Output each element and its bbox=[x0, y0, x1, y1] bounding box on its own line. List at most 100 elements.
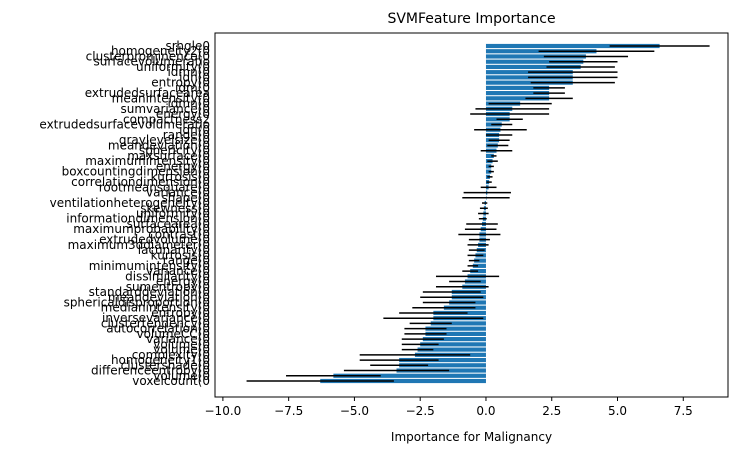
category-label: srhgle0 bbox=[165, 39, 210, 53]
x-tick-label: −7.5 bbox=[274, 404, 303, 418]
category-label: volume(0 bbox=[153, 369, 210, 383]
category-label: minimumintensity(0 bbox=[89, 259, 210, 273]
category-label: idn(0 bbox=[179, 123, 210, 137]
bar bbox=[417, 347, 486, 352]
category-label: correlationdimension(0 bbox=[71, 175, 210, 189]
category-label: energy(0 bbox=[156, 275, 210, 289]
category-label: variance(0 bbox=[146, 332, 210, 346]
category-label: entropy(0 bbox=[151, 306, 210, 320]
bar bbox=[472, 263, 486, 268]
category-label: dissimilarity(0 bbox=[125, 269, 210, 283]
category-label: standarddeviation(0 bbox=[89, 285, 210, 299]
bar bbox=[399, 357, 486, 363]
category-label: maximumprobability(0 bbox=[73, 222, 210, 236]
bar bbox=[425, 326, 486, 331]
bar bbox=[485, 153, 494, 159]
x-tick-label: 5.0 bbox=[608, 404, 627, 418]
bar bbox=[485, 80, 573, 85]
category-label: differenceentropy(0 bbox=[91, 364, 210, 378]
x-tick-label: −10.0 bbox=[205, 404, 242, 418]
category-label: clustertendency(0 bbox=[101, 316, 210, 330]
x-tick-label: 0.0 bbox=[476, 404, 495, 418]
category-label: meanintensity(0 bbox=[112, 91, 210, 105]
category-label: uniformity(0 bbox=[136, 207, 210, 221]
category-label: variance(0 bbox=[146, 264, 210, 278]
category-label: skewness(0 bbox=[140, 201, 210, 215]
category-label: idmn(0 bbox=[167, 65, 210, 79]
category-label: kurtosis(0 bbox=[151, 248, 210, 262]
category-label: maximumintensity(0 bbox=[85, 154, 210, 168]
category-label: boxcountingdimension(0 bbox=[62, 165, 210, 179]
category-label: sphericity(0 bbox=[139, 144, 210, 158]
category-label: sphericaldisproportion(0 bbox=[64, 295, 210, 309]
category-label: lacunarity(0 bbox=[138, 243, 210, 257]
bar bbox=[333, 373, 486, 378]
category-label: ventilationheterogeneity(0 bbox=[50, 196, 210, 210]
category-label: volumeCC(0 bbox=[136, 327, 210, 341]
bar bbox=[485, 64, 581, 70]
x-tick-label: −2.5 bbox=[406, 404, 435, 418]
category-label: informationdimension(0 bbox=[66, 212, 210, 226]
bar bbox=[485, 85, 550, 90]
category-label: extrudedvolume(0 bbox=[99, 233, 210, 247]
category-label: rootmeansquare(0 bbox=[99, 180, 210, 194]
bar bbox=[420, 342, 486, 347]
category-labels-group: srhgle0homogeneity2(0clusterprominence(0… bbox=[39, 39, 210, 388]
x-tick-label: 2.5 bbox=[542, 404, 561, 418]
category-label: clustershade(0 bbox=[121, 358, 210, 372]
category-label: kurtosis(0 bbox=[151, 170, 210, 184]
bar bbox=[430, 321, 486, 326]
category-label: extrudedsurfacevolumeratio bbox=[39, 118, 210, 132]
category-label: range(0 bbox=[163, 128, 210, 142]
x-tick-label: −5.0 bbox=[340, 404, 369, 418]
bar bbox=[485, 54, 586, 59]
bar bbox=[485, 96, 550, 101]
x-ticks-group: −10.0 −7.5 −5.0 −2.5 0.0 2.5 5.0 7.5 bbox=[205, 397, 693, 418]
category-label: idm(0 bbox=[175, 81, 210, 95]
bars-group bbox=[320, 43, 660, 384]
category-label: autocorrelation(0 bbox=[106, 322, 210, 336]
bar bbox=[474, 258, 486, 263]
error-bars-group bbox=[246, 45, 710, 382]
category-label: graylevelsize(0 bbox=[119, 133, 210, 147]
category-label: energy(0 bbox=[156, 107, 210, 121]
category-label: maxsurface(0 bbox=[127, 149, 210, 163]
category-label: maximum3ddiameter(0 bbox=[68, 238, 210, 252]
chart-title: SVMFeature Importance bbox=[387, 11, 555, 27]
category-label: contrast(0 bbox=[148, 227, 210, 241]
category-label: range(0 bbox=[163, 254, 210, 268]
category-label: voxelcount(0 bbox=[132, 374, 210, 388]
category-label: entropy(0 bbox=[151, 76, 210, 90]
category-label: volume(0 bbox=[153, 343, 210, 357]
category-label: idn(0 bbox=[179, 70, 210, 84]
bar bbox=[485, 59, 584, 64]
category-label: complexity(0 bbox=[132, 348, 210, 362]
category-label: inversevariance(0 bbox=[102, 311, 210, 325]
bar bbox=[425, 331, 486, 336]
category-label: clusterprominence(0 bbox=[86, 49, 210, 63]
category-label: idmn(0 bbox=[167, 97, 210, 111]
bar bbox=[485, 91, 550, 96]
category-label: shape(0 bbox=[161, 191, 210, 205]
category-label: homogeneity1(0 bbox=[111, 353, 210, 367]
bar bbox=[422, 337, 486, 342]
category-label: compactness2 bbox=[123, 112, 210, 126]
category-label: extrudedsurfacearea bbox=[85, 86, 210, 100]
category-label: uniformity(0 bbox=[136, 60, 210, 74]
category-label: sumentropy(0 bbox=[126, 280, 210, 294]
bar bbox=[399, 363, 486, 368]
category-label: surfacearea(0 bbox=[127, 217, 210, 231]
category-label: sumvariance(0 bbox=[120, 102, 210, 116]
category-label: surfacevolumeratio bbox=[94, 55, 210, 69]
category-label: medianintensity(0 bbox=[101, 301, 210, 315]
category-label: meandeviation(0 bbox=[108, 138, 210, 152]
category-label: homogeneity2(0 bbox=[111, 44, 210, 58]
category-label: meandeviation(0 bbox=[108, 290, 210, 304]
x-axis-label: Importance for Malignancy bbox=[391, 430, 552, 444]
category-label: volume(0 bbox=[153, 337, 210, 351]
bar bbox=[320, 378, 486, 384]
plot-frame bbox=[214, 32, 729, 398]
category-label: variance(0 bbox=[146, 186, 210, 200]
category-label: energy(0 bbox=[156, 159, 210, 173]
